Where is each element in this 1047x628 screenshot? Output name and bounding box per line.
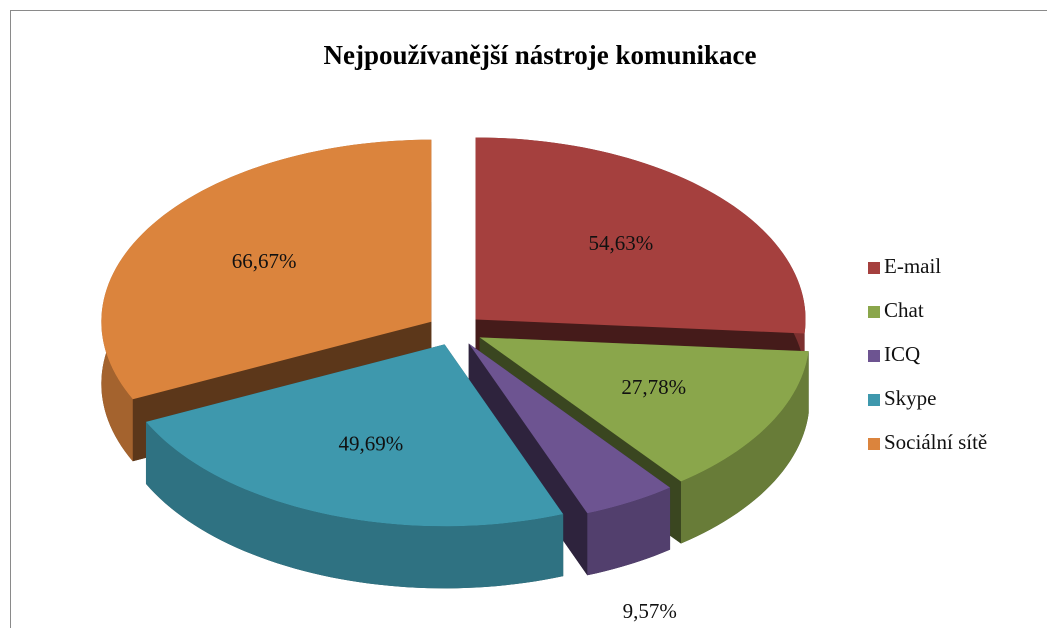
- legend-label: ICQ: [884, 342, 920, 366]
- slice-rim: [145, 421, 564, 589]
- slice-top: [479, 337, 809, 482]
- legend-swatch: [868, 350, 880, 362]
- data-label: 49,69%: [338, 431, 403, 455]
- data-label: 27,78%: [621, 375, 686, 399]
- legend-swatch: [868, 306, 880, 318]
- slice-rim: [680, 351, 809, 544]
- legend-label: Chat: [884, 298, 924, 322]
- legend-swatch: [868, 262, 880, 274]
- data-label: 66,67%: [232, 249, 297, 273]
- legend-label: Sociální sítě: [884, 430, 987, 454]
- slice: [145, 344, 564, 589]
- slice-rim: [587, 487, 671, 576]
- legend-label: Skype: [884, 386, 937, 410]
- legend-label: E-mail: [884, 254, 941, 278]
- slice-top: [145, 344, 564, 527]
- slice-top: [468, 343, 671, 514]
- data-label: 9,57%: [623, 599, 677, 623]
- chart-title: Nejpoužívanější nástroje komunikace: [323, 40, 756, 70]
- legend-swatch: [868, 394, 880, 406]
- slice-top: [101, 139, 432, 400]
- slice: [468, 343, 671, 576]
- slice-top: [475, 137, 806, 334]
- data-label: 54,63%: [588, 231, 653, 255]
- legend-swatch: [868, 438, 880, 450]
